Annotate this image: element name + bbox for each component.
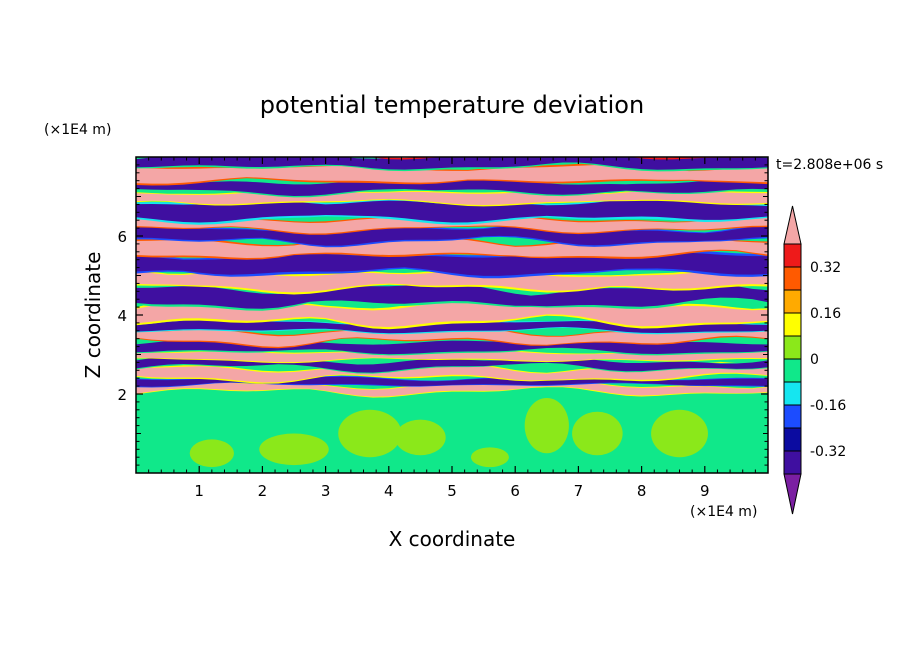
colorbar-box (783, 266, 802, 291)
x-tick-label: 5 (447, 482, 457, 500)
contour-field (136, 157, 768, 473)
y-tick-label: 2 (117, 386, 127, 404)
x-tick-label: 9 (700, 482, 710, 500)
x-tick-label: 7 (574, 482, 584, 500)
field-patch (259, 433, 329, 466)
x-tick-label: 2 (258, 482, 268, 500)
y-tick-label: 4 (117, 307, 127, 325)
field-patch (189, 439, 234, 468)
x-tick-label: 3 (321, 482, 331, 500)
colorbar-extend-min (783, 473, 802, 515)
colorbar-box (783, 312, 802, 337)
positive-band (136, 325, 768, 347)
colorbar-label: 0.16 (810, 306, 841, 322)
field-patch (524, 397, 569, 454)
x-unit-label: (×1E4 m) (690, 504, 757, 520)
positive-band (136, 268, 768, 293)
y-unit-label: (×1E4 m) (44, 122, 111, 138)
lower-layer-patches (189, 397, 708, 468)
negative-band (136, 177, 768, 196)
colorbar-box (783, 243, 802, 268)
colorbar-box (783, 289, 802, 314)
positive-band (379, 157, 687, 158)
field-patch (338, 409, 402, 458)
chart-title: potential temperature deviation (260, 91, 644, 119)
colorbar-box (783, 335, 802, 360)
colorbar-box (783, 450, 802, 475)
colorbar-box (783, 427, 802, 452)
x-tick-label: 8 (637, 482, 647, 500)
negative-band (136, 283, 768, 309)
field-patch (470, 447, 509, 468)
negative-band (136, 198, 768, 223)
upper-layer-bands (136, 157, 768, 398)
colorbar-label: -0.32 (810, 444, 846, 460)
time-label: t=2.808e+06 s (776, 157, 883, 173)
x-tick-label: 1 (194, 482, 204, 500)
colorbar-label: 0 (810, 352, 819, 368)
negative-band (136, 252, 768, 276)
field-patch (651, 409, 708, 458)
positive-band (136, 164, 768, 184)
field-patch (572, 411, 623, 456)
band-edge (369, 157, 765, 160)
y-axis: 2 4 6 (117, 164, 768, 466)
x-tick-label: 4 (384, 482, 394, 500)
colorbar-label: -0.16 (810, 398, 846, 414)
colorbar-extend-max (783, 205, 802, 245)
colorbar-box (783, 404, 802, 429)
x-axis: 1 2 3 4 5 6 7 8 9 (148, 157, 756, 500)
y-tick-label: 6 (117, 228, 127, 246)
colorbar-label: 0.32 (810, 260, 841, 276)
x-axis-title: X coordinate (389, 527, 516, 551)
x-tick-label: 6 (510, 482, 520, 500)
colorbar-box (783, 358, 802, 383)
positive-band (136, 363, 768, 383)
negative-band (136, 224, 768, 246)
field-patch (395, 419, 446, 456)
colorbar-box (783, 381, 802, 406)
colorbar: 0.32 0.16 0 -0.16 -0.32 (783, 205, 846, 515)
positive-band (136, 349, 768, 363)
y-axis-title: Z coordinate (81, 252, 105, 379)
